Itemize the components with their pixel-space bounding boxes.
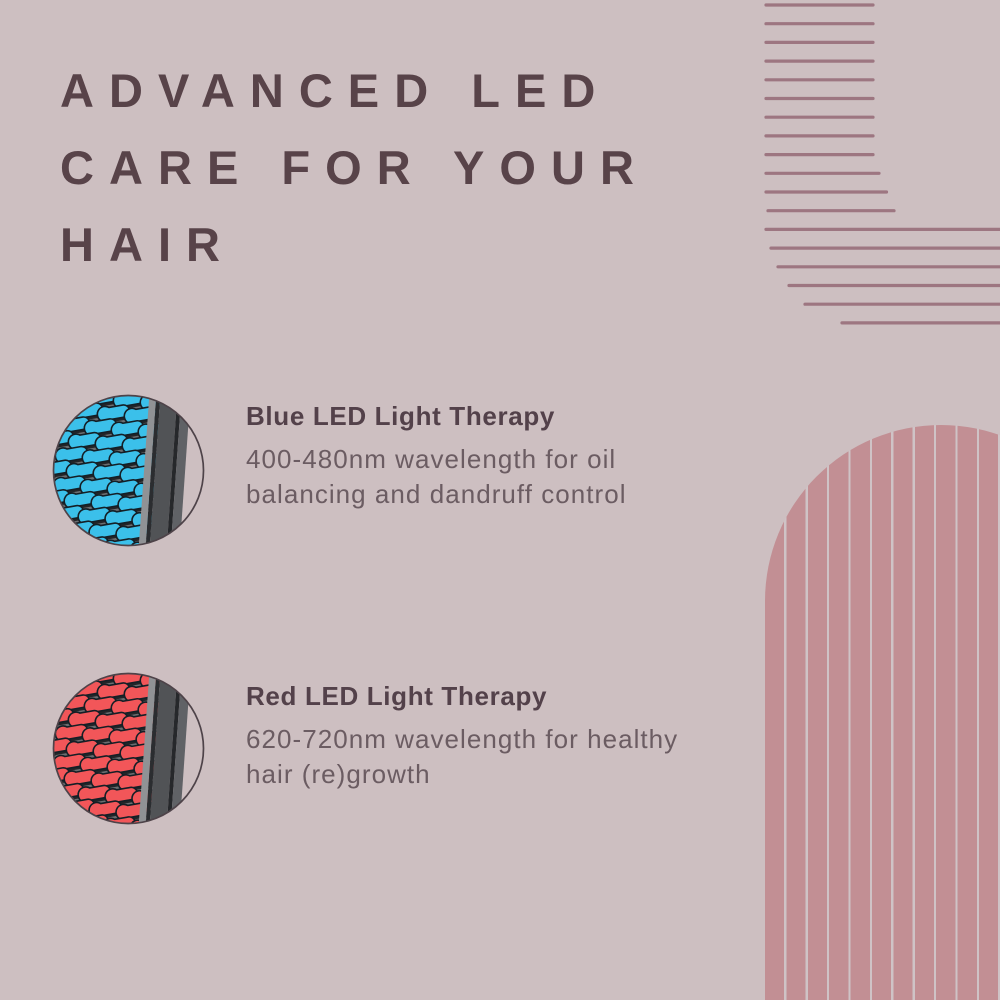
striped-arch-decoration — [765, 425, 1000, 1000]
therapy-text-red: Red LED Light Therapy 620-720nm waveleng… — [246, 672, 766, 825]
page-title-line-3: HAIR — [60, 218, 236, 271]
therapy-text-blue: Blue LED Light Therapy 400-480nm wavelen… — [246, 394, 766, 547]
therapy-heading-red: Red LED Light Therapy — [246, 681, 548, 711]
therapy-section-blue: Blue LED Light Therapy 400-480nm wavelen… — [52, 394, 766, 547]
therapy-description-blue: 400-480nm wavelength for oil balancing a… — [246, 444, 627, 509]
red-led-brush-photo — [52, 672, 205, 825]
blue-led-brush-photo — [52, 394, 205, 547]
therapy-description-red: 620-720nm wavelength for healthy hair (r… — [246, 724, 679, 789]
page-title: ADVANCED LED CARE FOR YOUR HAIR — [60, 52, 649, 283]
page-title-line-2: CARE FOR YOUR — [60, 141, 649, 194]
therapy-section-red: Red LED Light Therapy 620-720nm waveleng… — [52, 672, 766, 825]
page-title-line-1: ADVANCED LED — [60, 64, 611, 117]
therapy-heading-blue: Blue LED Light Therapy — [246, 401, 555, 431]
